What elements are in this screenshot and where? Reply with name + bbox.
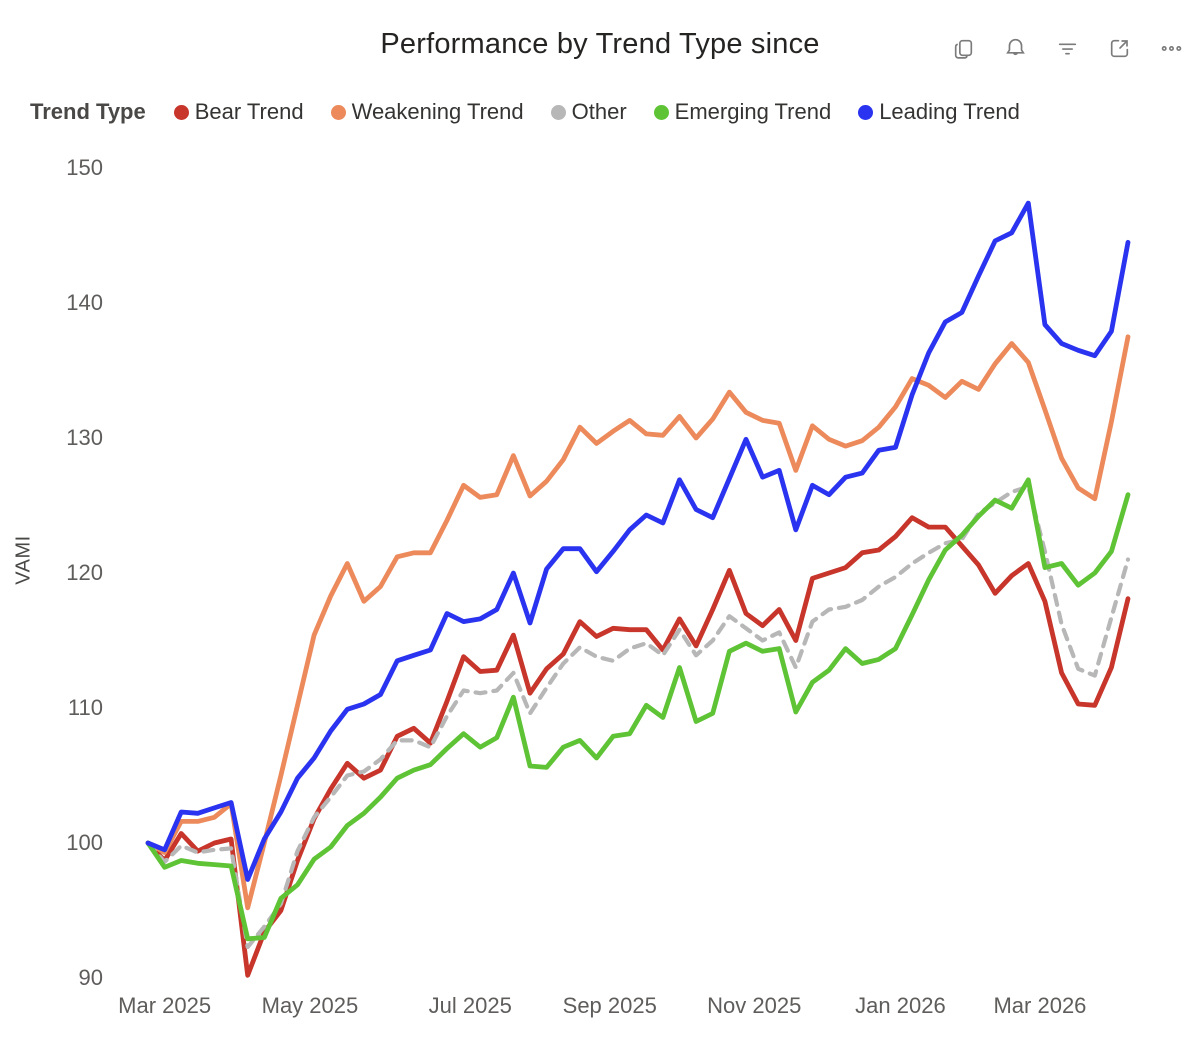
x-tick-label: May 2025 — [261, 993, 359, 1018]
x-tick-label: Jul 2025 — [428, 993, 512, 1018]
series-line-weakening-trend[interactable] — [145, 334, 1131, 911]
legend-dot-icon — [858, 104, 874, 120]
legend-item-label: Bear Trend — [194, 99, 304, 124]
more-options-icon[interactable] — [1159, 36, 1184, 61]
legend-item-weakening-trend[interactable]: Weakening Trend — [330, 99, 524, 125]
legend-title: Trend Type — [30, 99, 146, 124]
legend-item-emerging-trend[interactable]: Emerging Trend — [653, 99, 832, 125]
x-tick-label: Nov 2025 — [707, 993, 802, 1018]
legend-item-label: Leading Trend — [879, 99, 1020, 124]
y-tick-label: 120 — [66, 560, 103, 585]
series-line-bear-trend[interactable] — [145, 515, 1131, 978]
legend-item-label: Weakening Trend — [351, 99, 524, 124]
legend-item-bear-trend[interactable]: Bear Trend — [173, 99, 304, 125]
legend-dot-icon — [173, 104, 189, 120]
legend-item-other[interactable]: Other — [550, 99, 627, 125]
copy-icon[interactable] — [951, 36, 976, 61]
y-tick-label: 150 — [66, 155, 103, 180]
focus-mode-icon[interactable] — [1107, 36, 1132, 61]
x-tick-label: Jan 2026 — [855, 993, 946, 1018]
alert-icon[interactable] — [1003, 36, 1028, 61]
series-line-leading-trend[interactable] — [145, 200, 1131, 882]
legend-dot-icon — [550, 104, 566, 120]
x-tick-label: Sep 2025 — [562, 993, 657, 1018]
y-tick-label: 140 — [66, 290, 103, 315]
legend-dot-icon — [653, 104, 669, 120]
series-line-emerging-trend[interactable] — [145, 477, 1131, 942]
legend-dot-icon — [330, 104, 346, 120]
legend-item-label: Emerging Trend — [674, 99, 832, 124]
y-tick-label: 130 — [66, 425, 103, 450]
page-title: Performance by Trend Type since — [380, 28, 820, 60]
legend-item-leading-trend[interactable]: Leading Trend — [858, 99, 1020, 125]
filter-icon[interactable] — [1055, 36, 1080, 61]
x-tick-label: Mar 2026 — [993, 993, 1087, 1018]
legend: Trend Type Bear Trend Weakening Trend Othe… — [30, 99, 1190, 125]
legend-items: Bear Trend Weakening Trend Other Emerging T… — [173, 99, 1020, 125]
visual-header-toolbar — [951, 36, 1184, 61]
y-tick-label: 110 — [67, 695, 103, 720]
legend-item-label: Other — [571, 99, 627, 124]
x-tick-label: Mar 2025 — [118, 993, 212, 1018]
y-tick-label: 90 — [78, 965, 103, 990]
y-tick-label: 100 — [66, 830, 103, 855]
